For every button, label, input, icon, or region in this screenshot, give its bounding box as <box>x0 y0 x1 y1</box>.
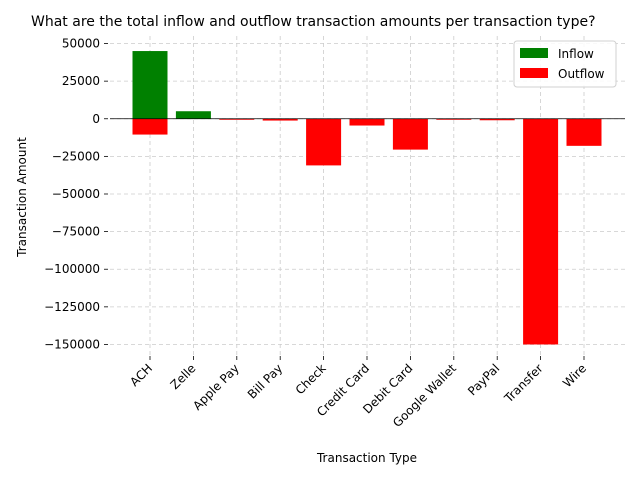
bars <box>132 51 602 345</box>
x-tick-label: Bill Pay <box>245 361 285 401</box>
y-tick-label: −100000 <box>44 262 100 276</box>
y-tick-label: −150000 <box>44 337 100 351</box>
bar-outflow-paypal <box>479 118 515 121</box>
x-tick-label: ACH <box>127 361 155 389</box>
y-tick-label: 0 <box>92 112 100 126</box>
y-axis-ticks: 50000 25000 0 −25000 −50000 −75000 −100000 −125… <box>44 37 108 351</box>
x-tick-label: Check <box>293 361 329 397</box>
x-tick-label: Transfer <box>501 361 546 406</box>
bar-outflow-transfer <box>523 118 559 345</box>
legend-label-outflow: Outflow <box>558 67 605 81</box>
y-axis-label: Transaction Amount <box>15 137 29 258</box>
x-tick-label: PayPal <box>465 361 502 398</box>
bar-outflow-bill-pay <box>262 118 298 121</box>
y-tick-label: 50000 <box>62 37 100 51</box>
bar-outflow-wire <box>566 118 602 146</box>
legend-label-inflow: Inflow <box>558 47 594 61</box>
legend: Inflow Outflow <box>513 40 617 88</box>
legend-swatch-outflow <box>520 68 548 78</box>
chart-title: What are the total inflow and outflow tr… <box>31 14 596 30</box>
x-tick-label: Wire <box>560 361 589 390</box>
y-tick-label: −25000 <box>52 149 100 163</box>
x-axis-label: Transaction Type <box>316 451 417 465</box>
bar-outflow-ach <box>132 118 168 135</box>
bar-outflow-google-wallet <box>436 118 472 120</box>
x-tick-label: Apple Pay <box>190 361 242 413</box>
legend-swatch-inflow <box>520 48 548 58</box>
y-tick-label: 25000 <box>62 74 100 88</box>
y-tick-label: −50000 <box>52 187 100 201</box>
bar-inflow-ach <box>132 51 168 119</box>
y-tick-label: −75000 <box>52 225 100 239</box>
bar-outflow-debit-card <box>392 118 428 150</box>
bar-outflow-credit-card <box>349 118 385 126</box>
bar-outflow-apple-pay <box>219 118 255 120</box>
bar-outflow-check <box>306 118 342 166</box>
bar-inflow-zelle <box>175 111 211 119</box>
y-tick-label: −125000 <box>44 300 100 314</box>
x-tick-label: Zelle <box>168 361 199 392</box>
